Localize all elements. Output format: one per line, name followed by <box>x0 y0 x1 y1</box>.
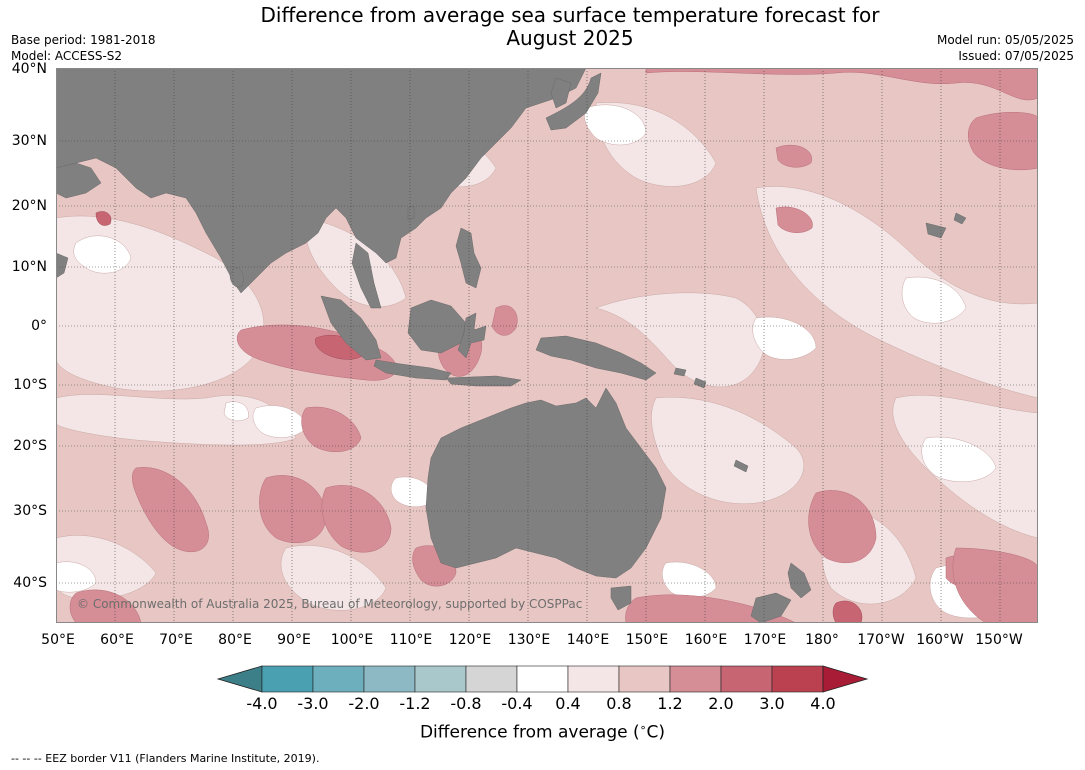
lat-label-10s: 10°S <box>13 377 47 393</box>
graticule <box>56 68 1038 623</box>
model-run: Model run: 05/05/2025 <box>936 33 1074 47</box>
lat-label-40n: 40°N <box>11 61 47 77</box>
eez-border-legend: -- -- -- EEZ border V11 (Flanders Marine… <box>11 752 320 765</box>
lon-label-60e: 60°E <box>100 632 134 648</box>
colorbar <box>216 665 869 693</box>
lon-label-50e: 50°E <box>41 632 75 648</box>
lat-label-20s: 20°S <box>13 438 47 454</box>
lat-label-20n: 20°N <box>11 198 47 214</box>
colorbar-swatch <box>465 665 518 693</box>
colorbar-tick: 1.2 <box>657 694 683 713</box>
lon-label-120e: 120°E <box>448 632 492 648</box>
anomaly-zone-hot <box>95 211 863 623</box>
colorbar-tick: -4.0 <box>246 694 278 713</box>
issued-date: Issued: 07/05/2025 <box>958 49 1074 63</box>
colorbar-label: Difference from average (∘C) <box>419 721 666 743</box>
colorbar-tick: -0.8 <box>450 694 482 713</box>
lon-label-140e: 140°E <box>566 632 610 648</box>
colorbar-swatch <box>669 665 722 693</box>
colorbar-swatch <box>720 665 773 693</box>
colorbar-extend-high <box>822 665 869 693</box>
title-line-1: Difference from average sea surface temp… <box>260 3 880 27</box>
colorbar-swatch <box>363 665 416 693</box>
colorbar-tick: 4.0 <box>810 694 836 713</box>
lon-label-80e: 80°E <box>218 632 252 648</box>
lon-label-160w: 160°W <box>916 632 964 648</box>
lon-label-130e: 130°E <box>507 632 551 648</box>
colorbar-tick: -1.2 <box>399 694 431 713</box>
lon-label-170w: 170°W <box>857 632 905 648</box>
model-name: Model: ACCESS-S2 <box>11 49 123 63</box>
lat-label-40s: 40°S <box>13 575 47 591</box>
lon-label-100e: 100°E <box>330 632 374 648</box>
colorbar-tick: -0.4 <box>501 694 533 713</box>
colorbar-swatch <box>516 665 569 693</box>
colorbar-swatch <box>261 665 314 693</box>
colorbar-swatch <box>618 665 671 693</box>
lon-label-160e: 160°E <box>684 632 728 648</box>
colorbar-tick: 0.4 <box>555 694 581 713</box>
colorbar-tick: 3.0 <box>759 694 785 713</box>
title-line-2: August 2025 <box>506 26 634 50</box>
meta-left: Base period: 1981-2018 Model: ACCESS-S2 <box>11 32 156 64</box>
colorbar-tick: -3.0 <box>297 694 329 713</box>
lat-label-10n: 10°N <box>11 259 47 275</box>
lon-label-150w: 150°W <box>975 632 1023 648</box>
lon-label-150e: 150°E <box>625 632 669 648</box>
colorbar-extend-low <box>216 665 263 693</box>
colorbar-swatch <box>567 665 620 693</box>
colorbar-swatch <box>312 665 365 693</box>
map-frame <box>56 68 1038 623</box>
lon-label-170e: 170°E <box>743 632 787 648</box>
lat-label-30s: 30°S <box>13 503 47 519</box>
lon-label-70e: 70°E <box>159 632 193 648</box>
colorbar-tick: 0.8 <box>606 694 632 713</box>
lat-label-30n: 30°N <box>11 133 47 149</box>
lon-label-180: 180° <box>805 632 839 648</box>
anomaly-zone-warm <box>69 68 1038 623</box>
meta-right: Model run: 05/05/2025 Issued: 07/05/2025 <box>937 32 1074 64</box>
lon-label-90e: 90°E <box>277 632 311 648</box>
map-title: Difference from average sea surface temp… <box>0 4 1085 50</box>
colorbar-tick: -2.0 <box>348 694 380 713</box>
base-period: Base period: 1981-2018 <box>11 33 156 47</box>
lon-label-110e: 110°E <box>389 632 433 648</box>
land-masses <box>56 68 967 623</box>
colorbar-swatch <box>771 665 824 693</box>
lat-label-equator: 0° <box>31 318 47 334</box>
copyright-notice: © Commonwealth of Australia 2025, Bureau… <box>77 597 583 611</box>
colorbar-swatch <box>414 665 467 693</box>
sst-anomaly-map[interactable] <box>56 68 1038 623</box>
colorbar-tick: 2.0 <box>708 694 734 713</box>
